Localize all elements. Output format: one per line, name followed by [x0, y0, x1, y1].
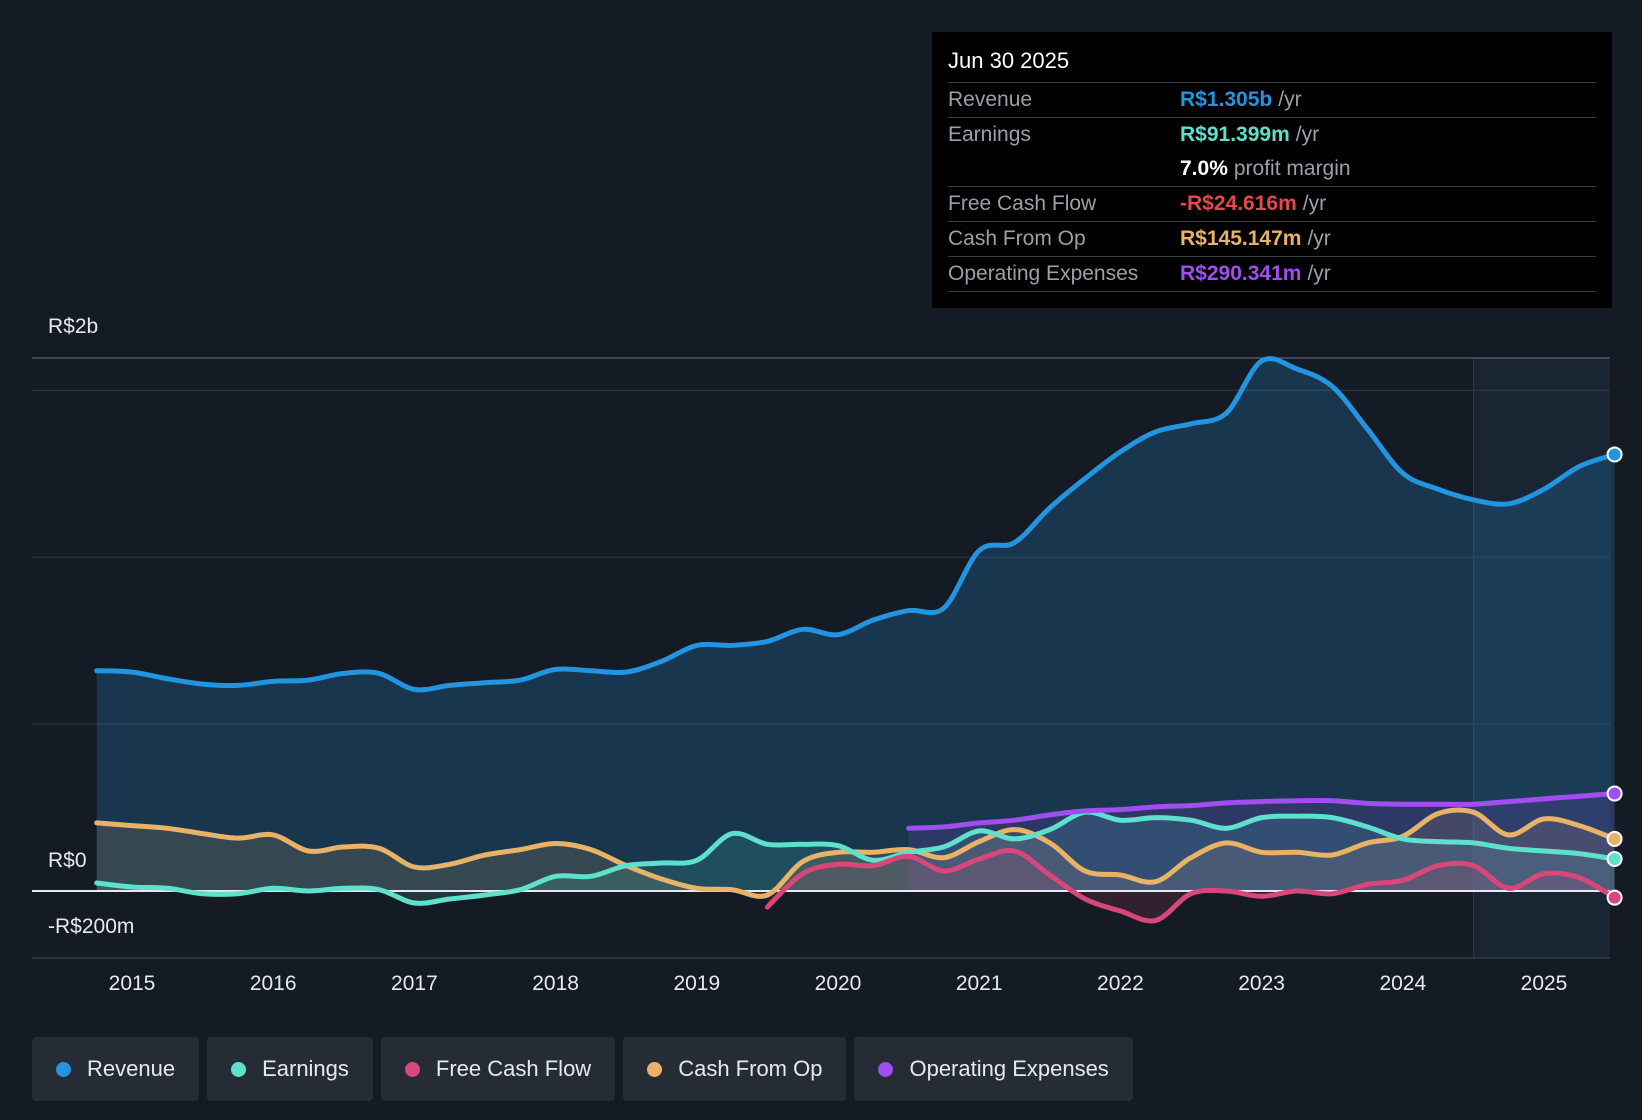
line-free-cash-flow: [764, 847, 1618, 924]
legend-item-revenue[interactable]: Revenue: [32, 1037, 200, 1101]
x-tick-label: 2021: [956, 972, 1003, 995]
legend-dot-icon: [56, 1061, 71, 1077]
tooltip-unit: /yr: [1295, 123, 1320, 146]
tooltip-unit: /yr: [1278, 88, 1302, 111]
tooltip-value: R$145.147m: [1180, 227, 1302, 250]
tooltip-row-profit-margin: 7.0% profit margin: [948, 152, 1596, 186]
area-free-cash-flow: [767, 850, 1615, 921]
legend-item-earnings[interactable]: Earnings: [207, 1037, 373, 1101]
x-tick-label: 2015: [109, 972, 156, 995]
end-point-operating-expenses: [1606, 785, 1623, 802]
x-tick-label: 2025: [1521, 972, 1568, 995]
x-tick-label: 2019: [673, 972, 720, 995]
tooltip-label: Cash From Op: [948, 227, 1086, 250]
legend-dot-icon: [231, 1061, 247, 1077]
tooltip-value: -R$24.616m: [1180, 192, 1297, 215]
tooltip-divider: [948, 291, 1596, 292]
x-tick-label: 2017: [391, 972, 438, 995]
area-revenue: [96, 358, 1615, 891]
tooltip-unit: /yr: [1307, 262, 1331, 285]
y-tick-label: -R$200m: [48, 915, 134, 938]
line-revenue: [94, 356, 1618, 693]
legend-dot-icon: [647, 1061, 663, 1077]
tooltip-row-free-cash-flow: Free Cash Flow -R$24.616m /yr: [948, 186, 1596, 221]
x-tick-label: 2018: [532, 972, 579, 995]
line-operating-expenses: [906, 791, 1618, 831]
legend-item-cash-from-op[interactable]: Cash From Op: [623, 1037, 847, 1101]
tooltip-label: Free Cash Flow: [948, 192, 1097, 215]
tooltip-value: R$1.305b: [1180, 88, 1273, 111]
legend-label: Free Cash Flow: [435, 1056, 592, 1081]
tooltip-value: 7.0%: [1180, 157, 1228, 180]
end-point-revenue: [1606, 446, 1623, 463]
tooltip-label: Operating Expenses: [948, 262, 1139, 285]
tooltip-row-revenue: Revenue R$1.305b /yr: [948, 82, 1596, 117]
tooltip-unit: /yr: [1307, 227, 1331, 250]
y-tick-label: R$0: [48, 849, 87, 872]
y-tick-label: R$2b: [48, 315, 98, 338]
legend-label: Operating Expenses: [909, 1056, 1109, 1081]
legend-label: Earnings: [262, 1056, 349, 1081]
legend: Revenue Earnings Free Cash Flow Cash Fro…: [32, 1037, 1141, 1101]
tooltip-unit: /yr: [1302, 192, 1327, 215]
area-earnings: [96, 812, 1615, 904]
legend-dot-icon: [404, 1061, 420, 1077]
legend-item-free-cash-flow[interactable]: Free Cash Flow: [380, 1037, 616, 1101]
tooltip-row-cash-from-op: Cash From Op R$145.147m /yr: [948, 221, 1596, 256]
forecast-band: [1473, 358, 1610, 958]
tooltip-value: R$91.399m: [1180, 123, 1290, 146]
tooltip-value: R$290.341m: [1180, 262, 1302, 285]
tooltip-panel: Jun 30 2025 Revenue R$1.305b /yr Earning…: [932, 32, 1612, 308]
tooltip-date: Jun 30 2025: [948, 48, 1070, 73]
end-point-free-cash-flow: [1606, 889, 1623, 906]
tooltip-unit: profit margin: [1233, 157, 1351, 180]
end-point-cash-from-op: [1606, 830, 1623, 847]
tooltip-row-operating-expenses: Operating Expenses R$290.341m /yr: [948, 256, 1596, 291]
legend-label: Cash From Op: [678, 1056, 823, 1081]
legend-dot-icon: [878, 1061, 894, 1077]
legend-label: Revenue: [87, 1056, 176, 1081]
x-tick-label: 2023: [1238, 972, 1285, 995]
tooltip-label: Revenue: [948, 88, 1033, 111]
x-tick-label: 2020: [815, 972, 862, 995]
x-tick-label: 2016: [250, 972, 297, 995]
tooltip-label: Earnings: [948, 123, 1031, 146]
x-tick-label: 2022: [1097, 972, 1144, 995]
legend-item-operating-expenses[interactable]: Operating Expenses: [854, 1037, 1133, 1101]
line-earnings: [94, 809, 1618, 906]
x-tick-label: 2024: [1379, 972, 1426, 995]
end-point-earnings: [1606, 850, 1623, 867]
tooltip-row-earnings: Earnings R$91.399m /yr: [948, 117, 1596, 152]
